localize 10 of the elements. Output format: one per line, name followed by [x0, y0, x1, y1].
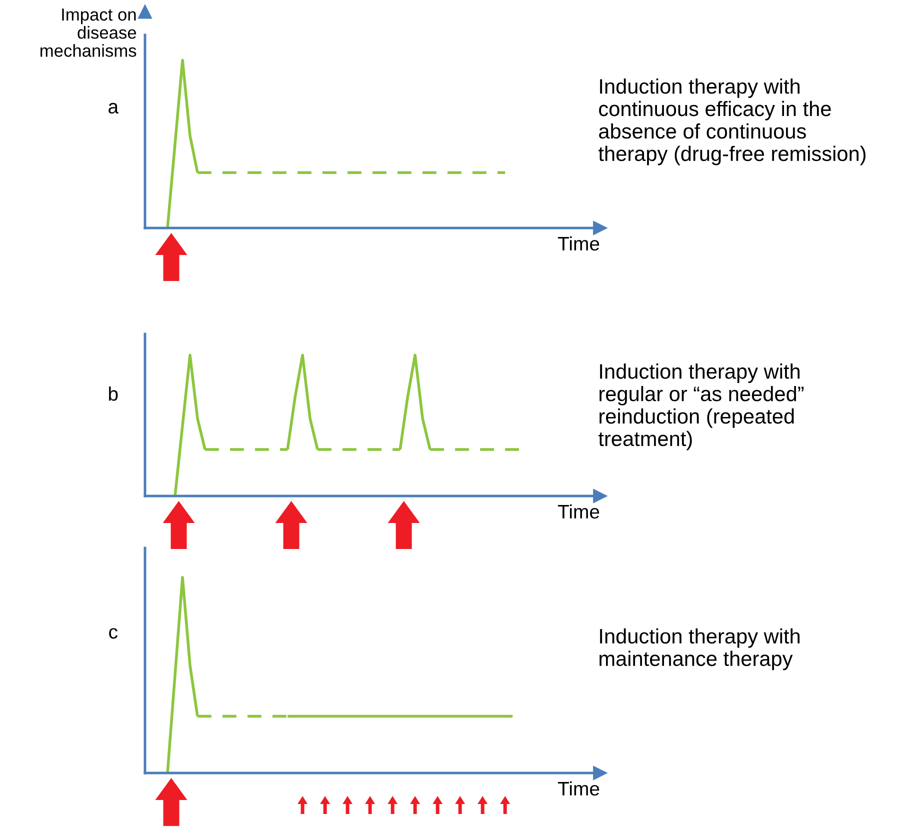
text: Induction therapy with continuous efficacy in the absence of continuous therapy (drug-free remission) [598, 78, 866, 166]
x-axis-title: Time [558, 781, 600, 796]
x-axis-title: Time [558, 504, 600, 519]
x-axis-title: Time [558, 236, 600, 251]
text: a [108, 102, 119, 114]
text: Induction therapy with maintenance therapy [600, 628, 800, 670]
text: c [109, 628, 118, 639]
y-axis-title: Impact on disease mechanisms [40, 8, 136, 57]
text: Induction therapy with regular or “as needed” reinduction (repeated treatment) [598, 364, 804, 450]
text: b [109, 386, 118, 401]
